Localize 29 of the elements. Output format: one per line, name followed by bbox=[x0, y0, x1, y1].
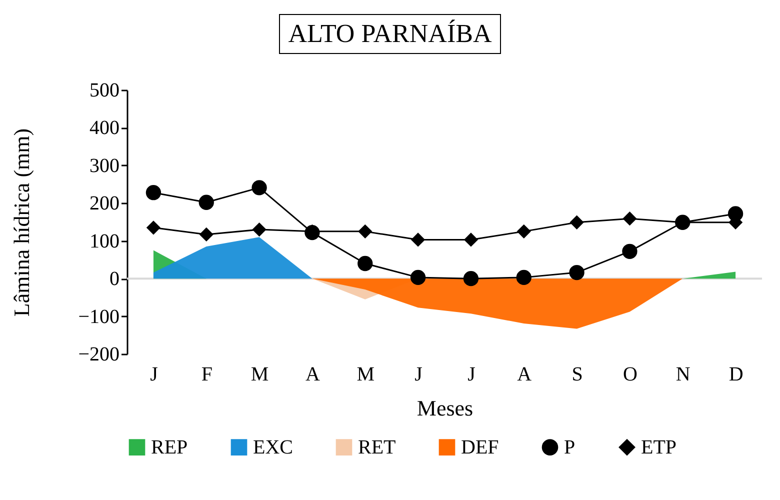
legend-label: RET bbox=[358, 436, 396, 458]
legend-label: EXC bbox=[253, 436, 293, 458]
x-tick-label: A bbox=[517, 364, 532, 386]
x-tick-label: J bbox=[414, 364, 423, 386]
legend-label: DEF bbox=[461, 436, 499, 458]
y-tick-label: 0 bbox=[110, 268, 120, 290]
x-tick-label: J bbox=[468, 364, 476, 386]
y-tick-label: 300 bbox=[90, 154, 120, 177]
y-axis-title: Lâmina hídrica (mm) bbox=[9, 128, 34, 317]
legend-label: REP bbox=[151, 436, 188, 458]
x-tick-label: J bbox=[150, 364, 158, 386]
legend-label: ETP bbox=[641, 436, 677, 458]
x-tick-label: N bbox=[676, 364, 690, 386]
x-tick-label: S bbox=[572, 364, 583, 386]
x-axis-title: Meses bbox=[416, 396, 474, 420]
y-tick-label: −200 bbox=[78, 344, 120, 366]
x-tick-label: F bbox=[201, 364, 212, 386]
x-tick-label: O bbox=[622, 364, 638, 386]
y-tick-label: 400 bbox=[90, 117, 120, 140]
x-tick-label: M bbox=[250, 364, 269, 386]
y-tick-label: −100 bbox=[78, 306, 120, 328]
x-tick-label: D bbox=[728, 364, 744, 386]
y-tick-label: 500 bbox=[90, 80, 120, 102]
x-tick-label: M bbox=[356, 364, 375, 386]
legend-label: P bbox=[564, 436, 576, 458]
x-tick-label: A bbox=[305, 364, 320, 386]
y-tick-label: 100 bbox=[90, 230, 120, 252]
y-tick-label: 200 bbox=[90, 192, 120, 215]
chart-title: ALTO PARNAÍBA bbox=[279, 14, 501, 54]
